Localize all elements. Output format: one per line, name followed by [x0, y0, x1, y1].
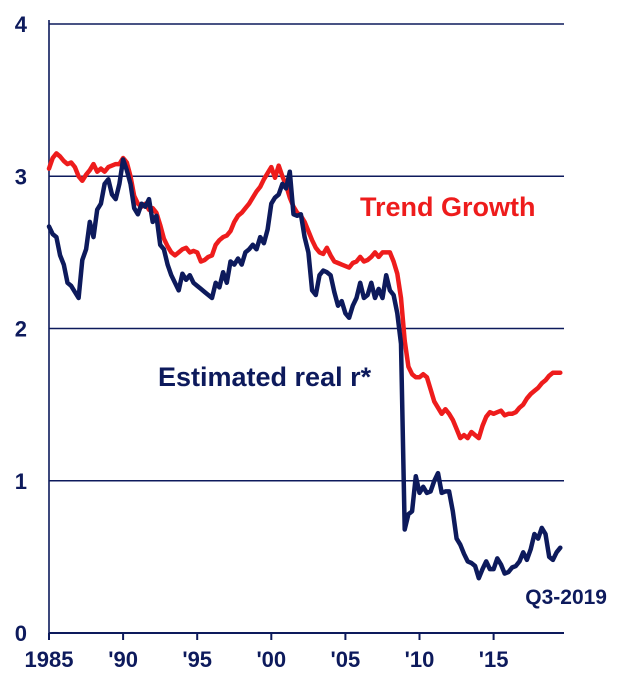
y-tick-label-1: 1	[15, 469, 27, 494]
y-tick-label-4: 4	[15, 12, 28, 37]
x-tick-label-1995: '95	[182, 647, 212, 672]
y-tick-label-2: 2	[15, 317, 27, 342]
tick-labels: 0 1 2 3 4 1985 '90 '95 '00 '05 '10 '15	[15, 12, 509, 672]
gridlines	[49, 23, 564, 482]
x-tick-label-2015: '15	[479, 647, 509, 672]
x-tick-label-2005: '05	[331, 647, 361, 672]
x-tick-label-2010: '10	[405, 647, 435, 672]
axes	[48, 20, 564, 640]
annotation-q3-2019: Q3-2019	[525, 586, 607, 609]
y-tick-label-3: 3	[15, 164, 27, 189]
x-tick-label-1990: '90	[108, 647, 138, 672]
x-tick-label-1985: 1985	[25, 647, 74, 672]
series-label-estimated-real-r-star: Estimated real r*	[158, 362, 372, 392]
x-tick-label-2000: '00	[256, 647, 286, 672]
series-label-trend-growth: Trend Growth	[360, 192, 536, 222]
y-tick-label-0: 0	[15, 621, 27, 646]
series-lines	[46, 151, 563, 581]
series-line-estimated-real-r	[46, 157, 563, 581]
series-labels: Trend Growth Estimated real r* Q3-2019	[158, 192, 607, 609]
